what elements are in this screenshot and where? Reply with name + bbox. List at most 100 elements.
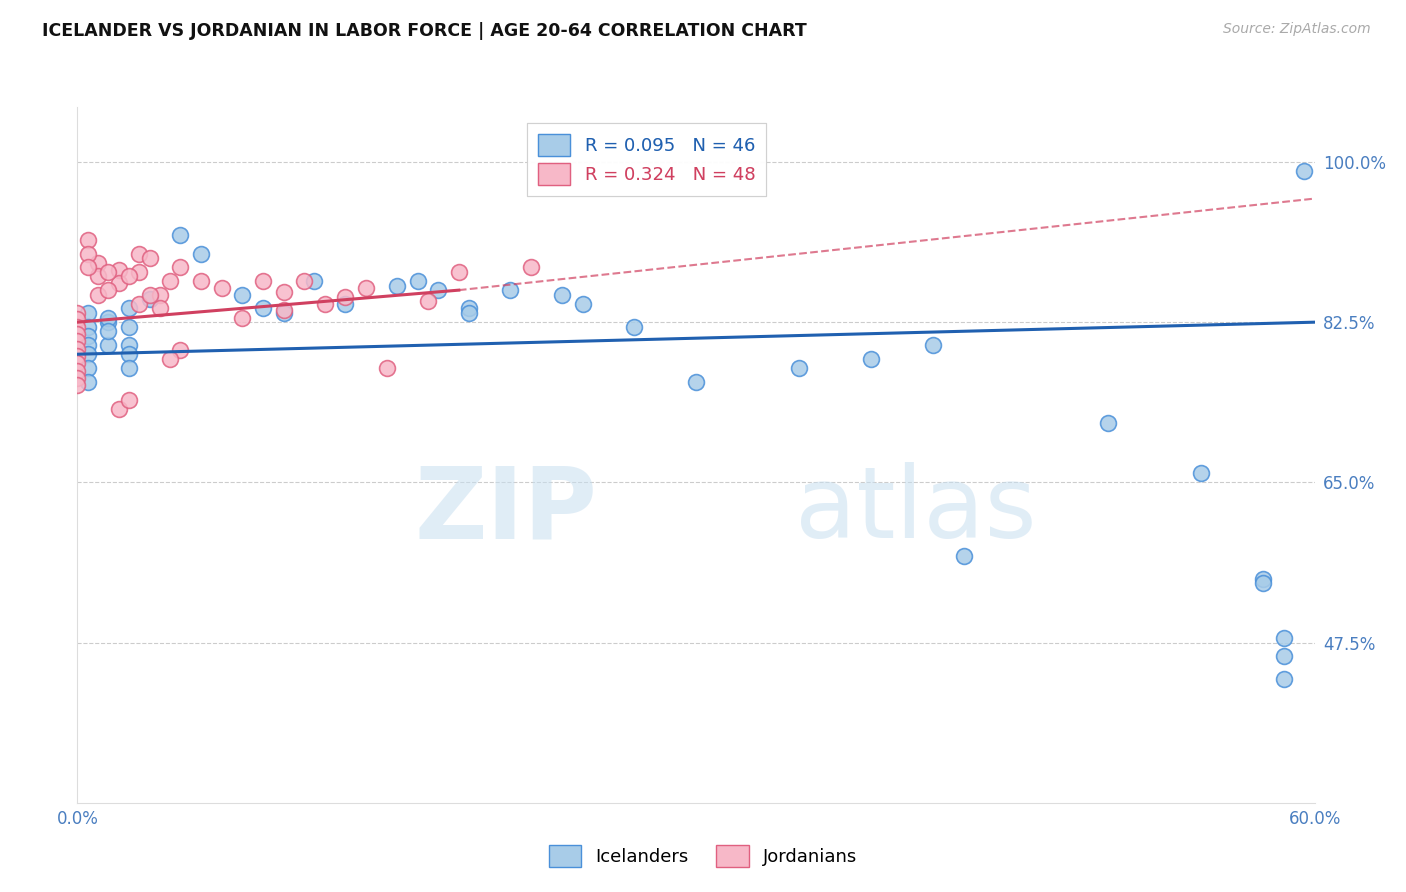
Point	[76, 246, 98, 260]
Point	[118, 338, 141, 352]
Point	[66, 371, 89, 385]
Point	[138, 287, 160, 301]
Text: ICELANDER VS JORDANIAN IN LABOR FORCE | AGE 20-64 CORRELATION CHART: ICELANDER VS JORDANIAN IN LABOR FORCE | …	[42, 22, 807, 40]
Point	[76, 329, 98, 343]
Point	[1189, 467, 1212, 481]
Point	[623, 319, 645, 334]
Point	[273, 303, 295, 318]
Point	[211, 281, 233, 295]
Legend: Icelanders, Jordanians: Icelanders, Jordanians	[541, 838, 865, 874]
Point	[385, 278, 408, 293]
Point	[169, 260, 191, 275]
Point	[66, 378, 89, 392]
Point	[97, 315, 120, 329]
Point	[76, 306, 98, 320]
Point	[149, 287, 172, 301]
Point	[169, 343, 191, 357]
Point	[231, 310, 253, 325]
Point	[66, 319, 89, 334]
Point	[66, 334, 89, 349]
Point	[118, 319, 141, 334]
Point	[292, 274, 315, 288]
Point	[97, 310, 120, 325]
Point	[1272, 672, 1295, 686]
Point	[1272, 631, 1295, 645]
Point	[1294, 164, 1316, 178]
Point	[66, 306, 89, 320]
Point	[458, 301, 481, 316]
Point	[273, 306, 295, 320]
Point	[128, 246, 150, 260]
Point	[149, 301, 172, 316]
Point	[499, 283, 522, 297]
Point	[354, 281, 377, 295]
Point	[335, 297, 357, 311]
Point	[458, 306, 481, 320]
Point	[107, 276, 129, 290]
Point	[76, 375, 98, 389]
Point	[118, 269, 141, 284]
Point	[685, 375, 707, 389]
Point	[66, 349, 89, 363]
Point	[76, 233, 98, 247]
Text: atlas: atlas	[794, 462, 1036, 559]
Point	[66, 364, 89, 378]
Legend: R = 0.095   N = 46, R = 0.324   N = 48: R = 0.095 N = 46, R = 0.324 N = 48	[527, 123, 766, 196]
Point	[314, 297, 336, 311]
Point	[159, 274, 181, 288]
Text: Source: ZipAtlas.com: Source: ZipAtlas.com	[1223, 22, 1371, 37]
Point	[447, 265, 470, 279]
Point	[571, 297, 593, 311]
Point	[551, 287, 574, 301]
Point	[107, 402, 129, 417]
Point	[520, 260, 543, 275]
Point	[252, 274, 274, 288]
Point	[1251, 576, 1274, 591]
Point	[406, 274, 429, 288]
Point	[97, 324, 120, 338]
Point	[138, 251, 160, 265]
Point	[87, 287, 110, 301]
Point	[953, 549, 976, 563]
Point	[860, 351, 883, 366]
Point	[922, 338, 945, 352]
Point	[1272, 649, 1295, 664]
Point	[97, 338, 120, 352]
Text: ZIP: ZIP	[415, 462, 598, 559]
Point	[375, 361, 398, 376]
Point	[87, 269, 110, 284]
Point	[138, 293, 160, 307]
Point	[76, 319, 98, 334]
Point	[427, 283, 450, 297]
Point	[273, 285, 295, 299]
Point	[304, 274, 326, 288]
Point	[335, 290, 357, 304]
Point	[169, 228, 191, 243]
Point	[787, 361, 810, 376]
Point	[190, 274, 212, 288]
Point	[231, 287, 253, 301]
Point	[107, 263, 129, 277]
Point	[416, 294, 439, 309]
Point	[66, 342, 89, 356]
Point	[97, 283, 120, 297]
Point	[1251, 572, 1274, 586]
Point	[66, 312, 89, 326]
Point	[76, 347, 98, 361]
Point	[97, 265, 120, 279]
Point	[159, 351, 181, 366]
Point	[128, 297, 150, 311]
Point	[1097, 416, 1119, 430]
Point	[252, 301, 274, 316]
Point	[66, 356, 89, 370]
Point	[128, 265, 150, 279]
Point	[66, 327, 89, 342]
Point	[118, 392, 141, 407]
Point	[87, 255, 110, 269]
Point	[118, 347, 141, 361]
Point	[118, 301, 141, 316]
Point	[190, 246, 212, 260]
Point	[76, 361, 98, 376]
Point	[76, 338, 98, 352]
Point	[118, 361, 141, 376]
